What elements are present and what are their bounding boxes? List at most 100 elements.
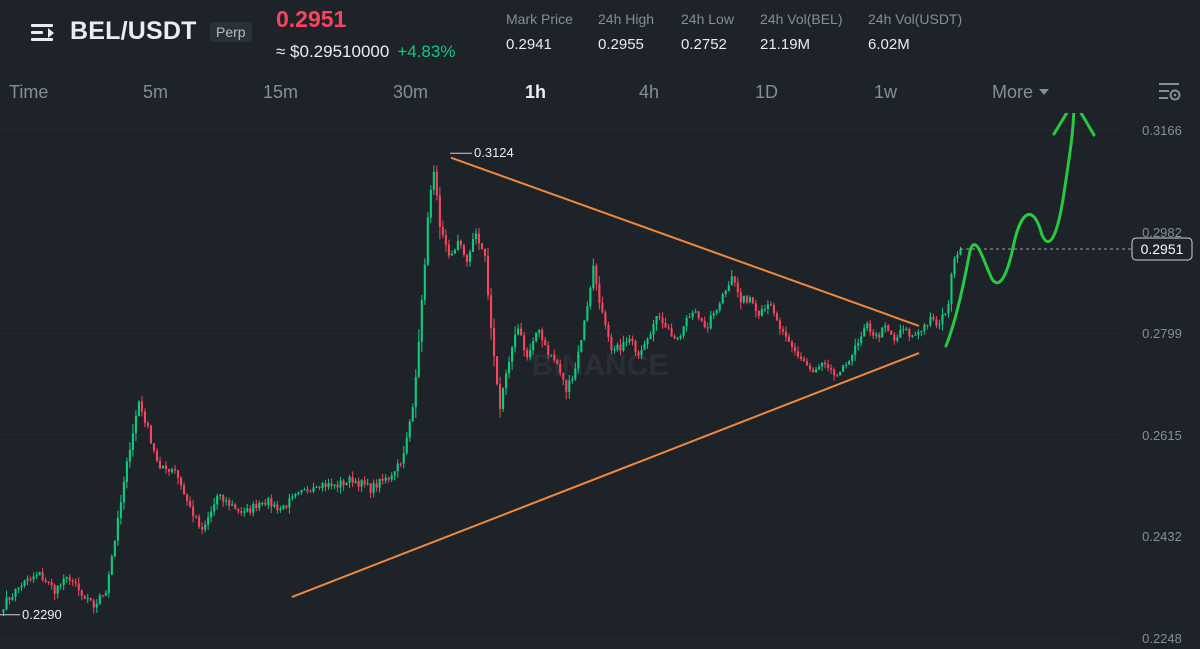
candle-body xyxy=(556,360,559,365)
candle xyxy=(736,277,739,298)
tab-1w[interactable]: 1w xyxy=(874,82,898,102)
tab-15m[interactable]: 15m xyxy=(263,82,299,102)
candle xyxy=(107,571,110,598)
tab-30m[interactable]: 30m xyxy=(393,82,429,102)
tab-4h[interactable]: 4h xyxy=(639,82,660,102)
candle xyxy=(68,574,71,585)
candle-body xyxy=(802,358,806,362)
candle xyxy=(676,336,679,341)
candle-body xyxy=(426,217,429,265)
candle xyxy=(480,242,484,250)
candle-body xyxy=(339,480,342,488)
candle xyxy=(745,294,748,305)
candle xyxy=(715,308,718,316)
candle xyxy=(953,256,956,278)
candle-body xyxy=(508,361,511,374)
candle xyxy=(580,339,583,353)
candle xyxy=(273,501,276,509)
candle xyxy=(860,331,863,347)
candle-body xyxy=(98,595,101,604)
candle xyxy=(405,431,408,455)
candle-body xyxy=(429,189,432,218)
candle-body xyxy=(408,421,411,438)
candle xyxy=(441,220,444,239)
candle-body xyxy=(474,233,478,240)
tab-1d[interactable]: 1D xyxy=(755,82,779,102)
candle-body xyxy=(26,578,29,581)
candle xyxy=(796,346,800,359)
candle xyxy=(619,338,622,356)
candle xyxy=(131,424,134,457)
candle-body xyxy=(378,478,381,488)
candle xyxy=(432,165,435,195)
candle xyxy=(231,500,234,507)
chart-settings-icon[interactable] xyxy=(1157,80,1183,104)
candle-body xyxy=(483,248,487,256)
candle-body xyxy=(59,585,62,587)
candle-body xyxy=(189,501,192,507)
candle-body xyxy=(872,332,875,336)
candle-body xyxy=(279,508,282,511)
candle xyxy=(682,326,685,339)
candle xyxy=(766,300,769,315)
candle xyxy=(688,313,691,319)
candle xyxy=(477,227,481,251)
candle-body xyxy=(255,504,258,509)
candle-body xyxy=(444,235,447,245)
candle xyxy=(32,572,35,583)
candle xyxy=(119,494,122,525)
candle-body xyxy=(917,331,920,335)
candle xyxy=(180,476,183,490)
candle xyxy=(908,327,911,341)
candle xyxy=(814,366,818,374)
candle xyxy=(104,590,107,597)
candle-body xyxy=(351,476,354,483)
candle xyxy=(201,522,204,535)
candle xyxy=(565,379,568,400)
menu-icon[interactable] xyxy=(31,21,57,45)
candle-body xyxy=(736,282,739,293)
candle xyxy=(396,459,399,478)
candle xyxy=(700,317,703,323)
candle xyxy=(306,486,309,494)
candlestick-series xyxy=(2,165,962,617)
candle-body xyxy=(727,284,730,291)
candle-body xyxy=(411,407,414,422)
candle xyxy=(652,319,655,342)
candle-body xyxy=(228,500,231,506)
candle-body xyxy=(628,338,631,342)
candle-body xyxy=(324,483,327,488)
candle-body xyxy=(453,250,456,254)
candle xyxy=(195,514,198,519)
tab-5m[interactable]: 5m xyxy=(143,82,169,102)
candle xyxy=(827,359,830,372)
tab-time[interactable]: Time xyxy=(9,82,49,102)
candle xyxy=(514,326,517,353)
candle-body xyxy=(264,502,267,505)
tab-1h[interactable]: 1h xyxy=(525,82,547,102)
candle-body xyxy=(583,320,586,340)
candle-body xyxy=(327,483,330,488)
candle-body xyxy=(703,320,706,328)
candle xyxy=(541,327,544,348)
candle-body xyxy=(285,505,288,508)
candle xyxy=(152,442,156,454)
candle-body xyxy=(495,356,499,385)
candle xyxy=(517,324,520,336)
candle xyxy=(321,481,324,492)
candle xyxy=(450,250,453,256)
candle xyxy=(291,493,294,501)
more-dropdown[interactable]: More xyxy=(992,82,1050,103)
stat-label: 24h Vol(USDT) xyxy=(868,11,963,27)
candle-body xyxy=(598,283,601,303)
candle-body xyxy=(724,290,727,294)
candle xyxy=(435,165,438,201)
candle-body xyxy=(920,330,923,332)
candle-body xyxy=(261,502,264,504)
symbol-title[interactable]: BEL/USDT xyxy=(70,17,197,45)
candle xyxy=(938,319,941,330)
candle-body xyxy=(848,361,851,365)
candle-body xyxy=(492,327,496,357)
candle xyxy=(303,487,306,491)
